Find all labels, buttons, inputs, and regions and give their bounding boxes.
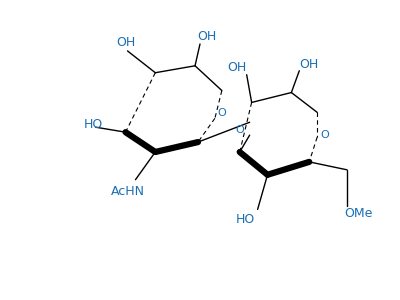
- Text: AcHN: AcHN: [110, 185, 144, 198]
- Text: HO: HO: [236, 213, 255, 226]
- Text: O: O: [321, 130, 330, 140]
- Text: O: O: [235, 125, 244, 135]
- Text: O: O: [218, 108, 226, 118]
- Text: OH: OH: [116, 37, 135, 50]
- Text: HO: HO: [84, 118, 103, 131]
- Text: OH: OH: [197, 30, 216, 43]
- Text: OH: OH: [227, 61, 246, 74]
- Text: OMe: OMe: [345, 207, 373, 220]
- Text: OH: OH: [300, 58, 319, 71]
